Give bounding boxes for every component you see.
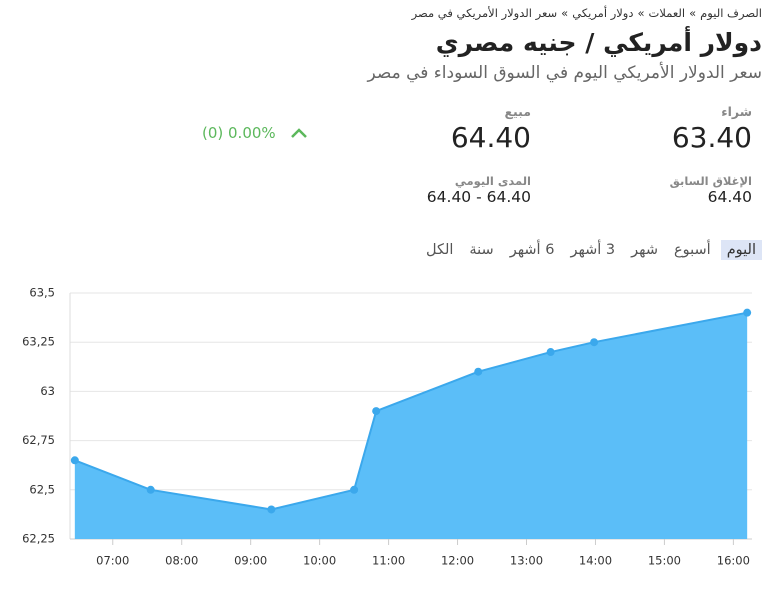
buy-label: شراء — [721, 104, 752, 119]
range-tab[interactable]: اليوم — [720, 240, 762, 260]
range-tab[interactable]: 6 أشهر — [509, 242, 555, 258]
range-tabs: اليوم أسبوع شهر 3 أشهر 6 أشهر سنة الكل — [416, 240, 762, 260]
point — [70, 456, 79, 465]
range-tab[interactable]: 3 أشهر — [570, 242, 616, 258]
x-tick-label: 15:00 — [648, 554, 681, 568]
x-tick-label: 07:00 — [96, 554, 129, 568]
x-tick-label: 09:00 — [234, 554, 267, 568]
breadcrumb-separator: » — [637, 6, 645, 20]
point — [146, 485, 155, 494]
breadcrumb-link[interactable]: العملات — [648, 6, 686, 20]
breadcrumb-link[interactable]: دولار أمريكي — [572, 6, 634, 20]
y-tick-label: 63 — [40, 384, 55, 398]
breadcrumb-link[interactable]: سعر الدولار الأمريكي في مصر — [411, 6, 558, 20]
up-icon — [291, 128, 307, 138]
point — [590, 338, 599, 347]
y-tick-label: 62,25 — [22, 532, 55, 546]
x-tick-label: 11:00 — [372, 554, 405, 568]
sell-value: 64.40 — [450, 121, 531, 154]
area — [74, 312, 748, 539]
breadcrumb-separator: » — [689, 6, 697, 20]
range-tab[interactable]: أسبوع — [674, 242, 711, 258]
sell-label: مبيع — [504, 104, 531, 119]
buy-value: 63.40 — [671, 121, 752, 154]
chart: 62,25 62,5 62,75 63 63,25 63,5 07:00 08:00 09:00… — [22, 286, 752, 568]
point — [474, 367, 483, 376]
x-tick-label: 08:00 — [165, 554, 198, 568]
y-tick-label: 62,5 — [29, 482, 55, 496]
page-title: دولار أمريكي / جنيه مصري — [435, 28, 762, 57]
y-tick-label: 63,25 — [22, 335, 55, 349]
range-tab[interactable]: سنة — [469, 242, 494, 258]
prev-close-value: 64.40 — [707, 188, 752, 206]
daily-range-label: المدى اليومي — [454, 174, 531, 188]
x-tick-label: 16:00 — [717, 554, 750, 568]
range-tab[interactable]: الكل — [425, 242, 454, 258]
page-subtitle: سعر الدولار الأمريكي اليوم في السوق السو… — [367, 63, 762, 83]
breadcrumb-separator: » — [561, 6, 569, 20]
x-tick-label: 12:00 — [441, 554, 474, 568]
breadcrumb: الصرف اليوم»العملات»دولار أمريكي»سعر الد… — [408, 6, 762, 20]
range-tab[interactable]: شهر — [631, 242, 658, 258]
x-tick-label: 13:00 — [510, 554, 543, 568]
prev-close-label: الإغلاق السابق — [669, 174, 752, 188]
y-tick-label: 62,75 — [22, 433, 55, 447]
point — [350, 485, 359, 494]
breadcrumb-link[interactable]: الصرف اليوم — [700, 6, 762, 20]
x-tick-label: 10:00 — [303, 554, 336, 568]
daily-range-value: 64.40 - 64.40 — [426, 188, 531, 206]
point — [546, 348, 555, 357]
point — [267, 505, 276, 514]
point — [372, 407, 381, 416]
y-tick-label: 63,5 — [29, 286, 55, 300]
x-tick-label: 14:00 — [579, 554, 612, 568]
point — [743, 308, 752, 317]
change: (0) 0.00% — [202, 124, 276, 142]
